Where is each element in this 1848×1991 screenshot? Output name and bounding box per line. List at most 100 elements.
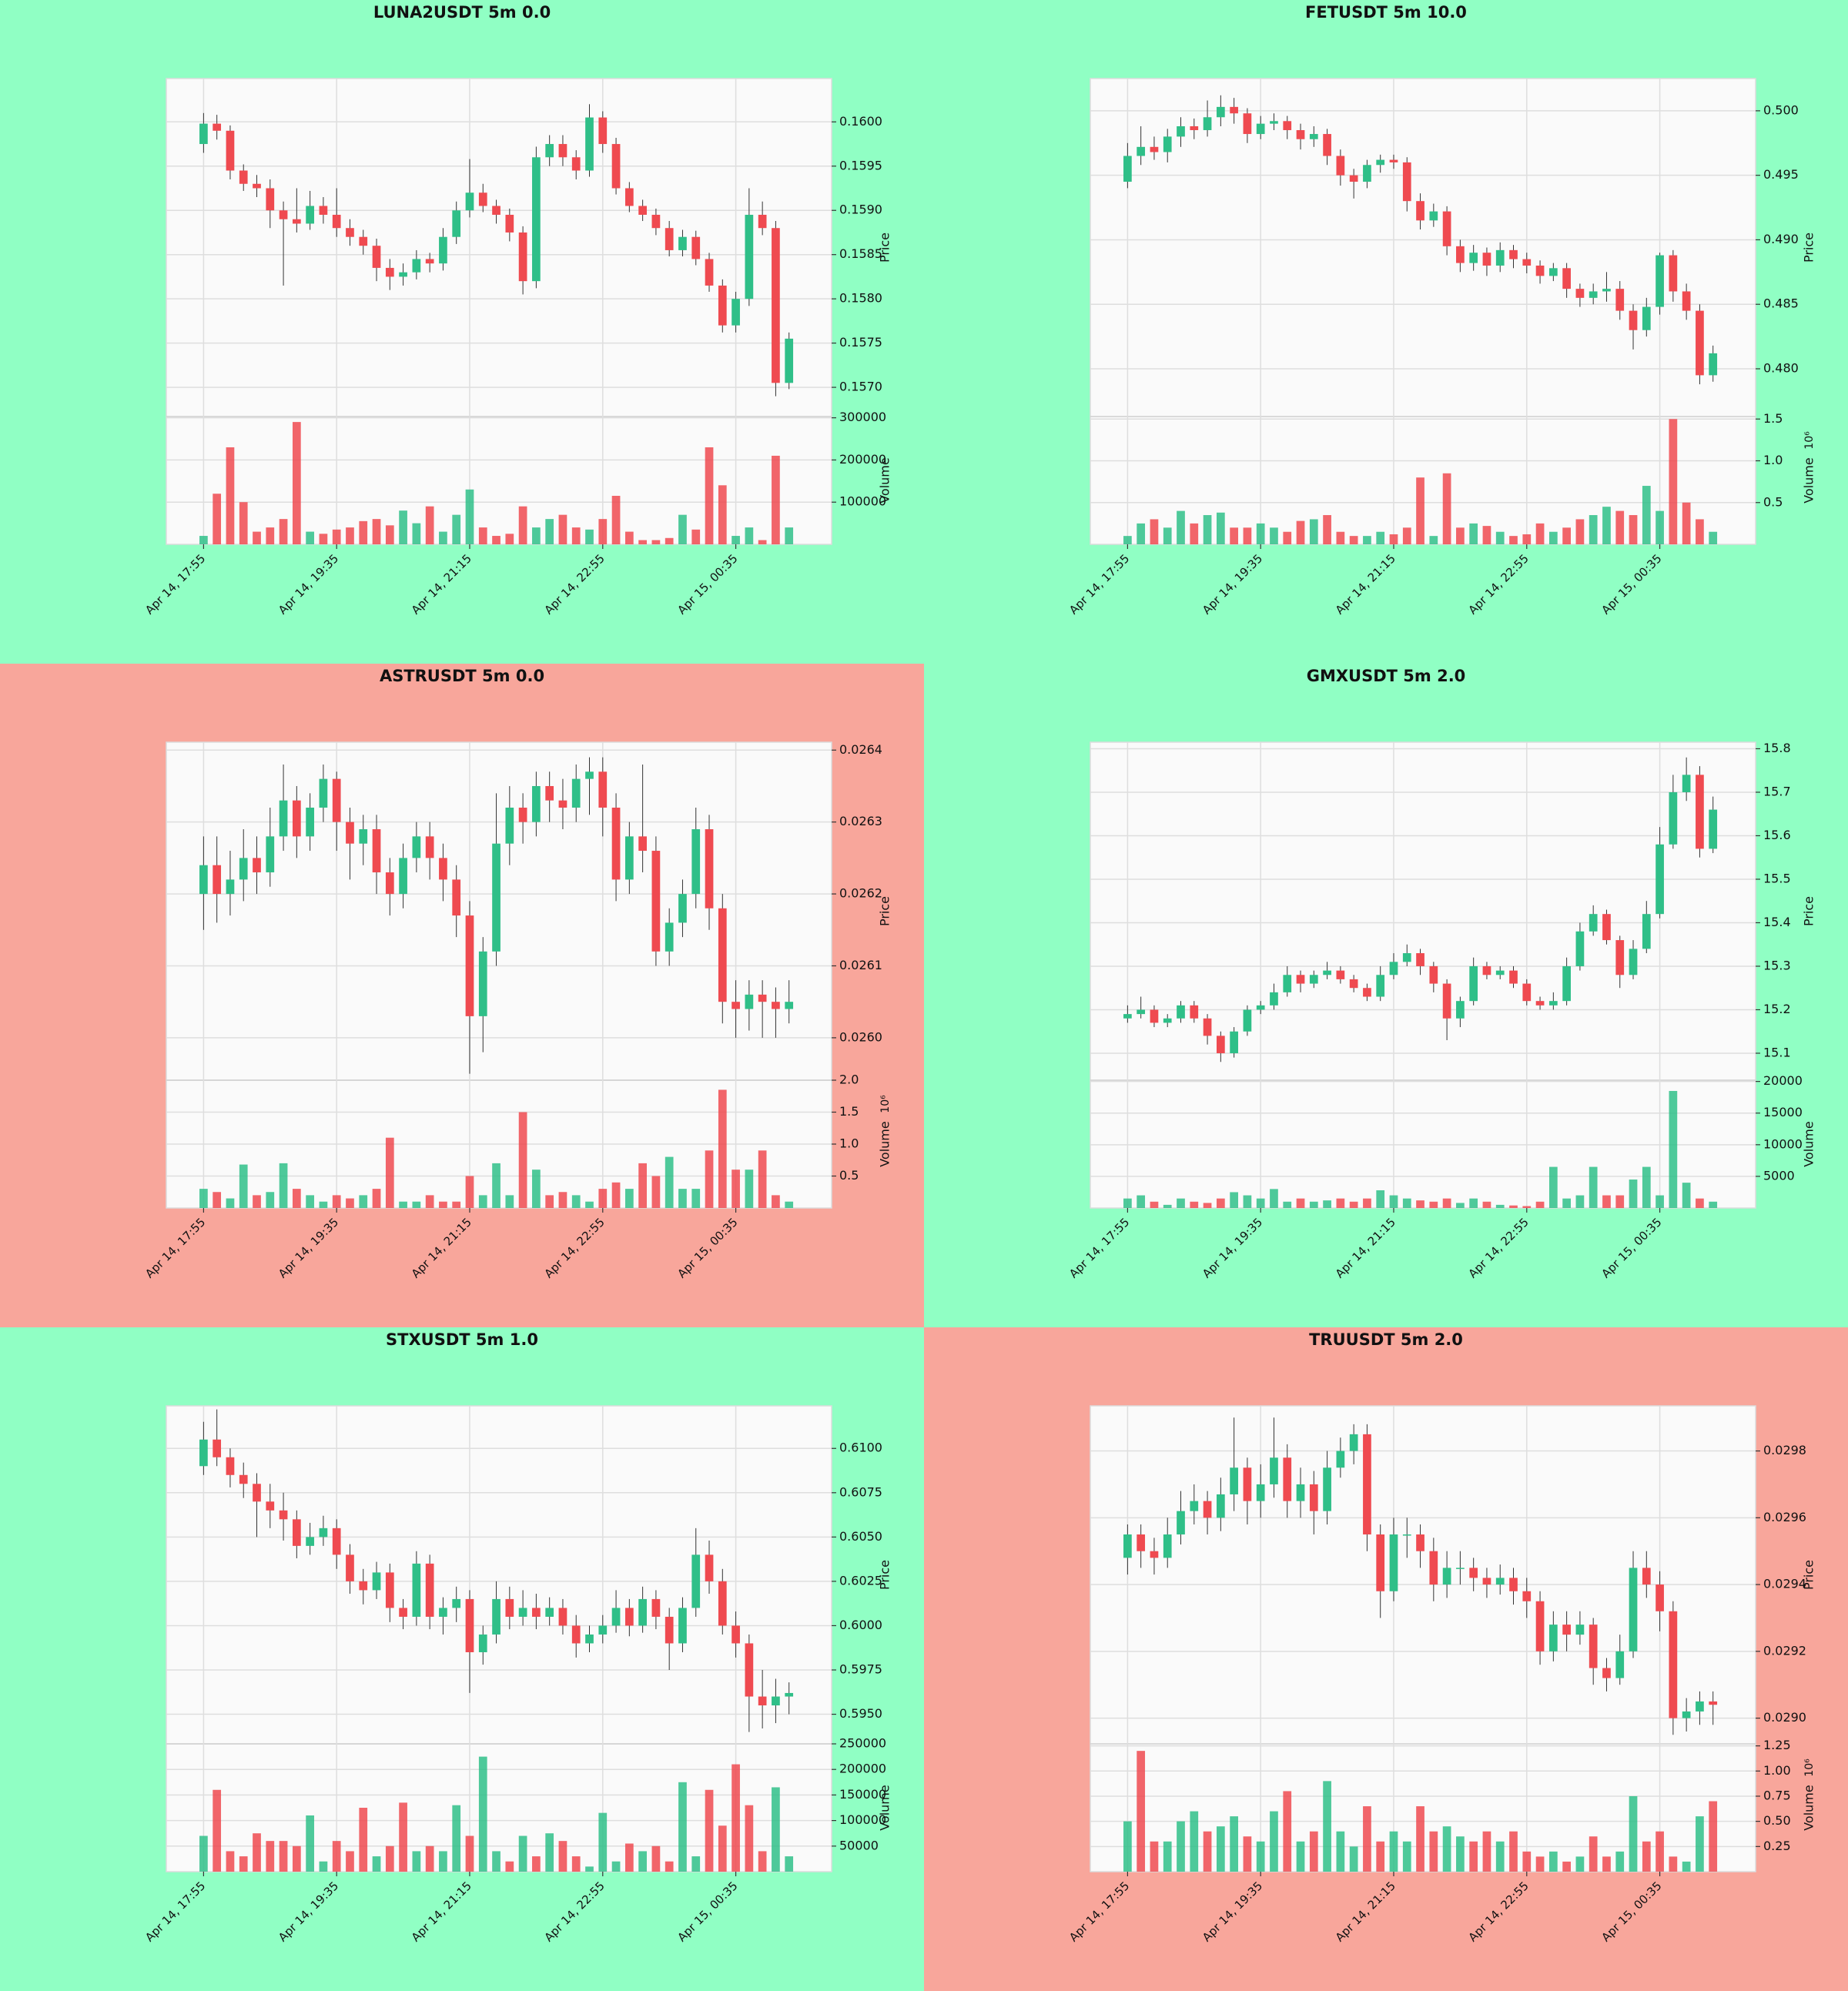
volume-bar xyxy=(1509,1831,1518,1872)
candle-body xyxy=(1575,289,1585,298)
y-tick-label: 1.5 xyxy=(1763,411,1783,426)
volume-bar xyxy=(745,527,754,544)
y-tick-label: 0.6050 xyxy=(839,1529,882,1544)
volume-bar xyxy=(1190,1201,1199,1208)
volume-bar xyxy=(651,1176,661,1208)
y-tick-label: 100000 xyxy=(839,494,886,509)
candle-body xyxy=(558,144,567,158)
volume-bar xyxy=(1376,1190,1385,1208)
volume-bar xyxy=(452,514,461,544)
y-axis-label: Price xyxy=(1802,896,1816,926)
candle-body xyxy=(1296,1484,1305,1501)
volume-bar xyxy=(1535,1201,1545,1208)
volume-bar xyxy=(1535,523,1545,544)
candle-body xyxy=(745,1643,754,1697)
volume-bar xyxy=(346,527,354,544)
volume-bar xyxy=(1696,1816,1704,1872)
volume-bar xyxy=(1270,1811,1278,1872)
candle-body xyxy=(1642,1568,1651,1585)
volume-bar xyxy=(1682,1861,1691,1872)
volume-bar xyxy=(1602,1856,1611,1872)
y-tick-label: 15.4 xyxy=(1763,915,1791,929)
candle-body xyxy=(1522,983,1532,1002)
volume-bar xyxy=(571,1856,581,1872)
candle-body xyxy=(1137,1009,1146,1015)
candle-body xyxy=(505,807,514,844)
candle-body xyxy=(1190,1005,1199,1019)
volume-bar xyxy=(558,514,567,544)
candle-body xyxy=(1562,965,1571,1002)
volume-bar xyxy=(1336,1198,1345,1208)
y-tick-label: 15.8 xyxy=(1763,741,1791,755)
volume-bar xyxy=(239,1856,248,1872)
candle-body xyxy=(1256,123,1265,135)
y-tick-label: 0.5 xyxy=(1763,494,1783,509)
candle-body xyxy=(1163,1018,1172,1023)
volume-bar xyxy=(1442,473,1451,544)
volume-bar xyxy=(1123,1821,1132,1872)
volume-bar xyxy=(492,536,500,544)
candle-body xyxy=(346,228,354,237)
candle-body xyxy=(1150,1009,1159,1023)
volume-axis-label: Volume xyxy=(878,1121,892,1167)
candle-body xyxy=(492,843,500,952)
volume-bar xyxy=(571,527,581,544)
volume-bar xyxy=(372,519,381,544)
candle-body xyxy=(545,785,554,801)
volume-bar xyxy=(1602,507,1611,544)
volume-bar xyxy=(1575,1856,1585,1872)
volume-bar xyxy=(1389,534,1398,544)
candle-body xyxy=(745,214,754,299)
volume-bar xyxy=(1589,1836,1598,1872)
candle-body xyxy=(1696,775,1704,849)
volume-bar xyxy=(585,1866,594,1872)
candle-body xyxy=(1177,1005,1185,1019)
candle-body xyxy=(1203,117,1212,131)
volume-bar xyxy=(266,527,275,544)
plot-area xyxy=(166,1405,832,1872)
volume-bar xyxy=(718,485,727,544)
volume-bar xyxy=(1709,1201,1718,1208)
candle-body xyxy=(691,829,701,895)
volume-bar xyxy=(678,514,687,544)
y-tick-label: 0.1590 xyxy=(839,202,882,217)
volume-bar xyxy=(1629,1180,1638,1208)
volume-scale-label: 10⁶ xyxy=(879,1095,892,1113)
candle-body xyxy=(638,206,647,215)
candle-body xyxy=(1562,1625,1571,1635)
volume-bar xyxy=(1548,531,1558,544)
candle-body xyxy=(1376,975,1385,997)
candle-body xyxy=(226,130,235,171)
y-tick-label: 0.5 xyxy=(839,1168,859,1183)
volume-bar xyxy=(1243,1195,1252,1208)
candle-body xyxy=(346,821,354,844)
candle-body xyxy=(359,829,368,844)
candle-body xyxy=(346,1554,354,1581)
volume-bar xyxy=(571,1195,581,1208)
candle-body xyxy=(1548,1625,1558,1651)
volume-bar xyxy=(1376,1841,1385,1872)
candle-body xyxy=(1363,988,1371,997)
candle-body xyxy=(1283,121,1292,131)
candle-body xyxy=(705,829,714,908)
chart-panel: FETUSDT 5m 10.0 0.480 0.485 0.490 0.495 0.500… xyxy=(924,0,1848,664)
y-tick-label: 0.495 xyxy=(1763,167,1799,182)
volume-bar xyxy=(439,1201,447,1208)
candle-body xyxy=(651,1598,661,1617)
volume-bar xyxy=(651,540,661,544)
y-tick-label: 15.7 xyxy=(1763,784,1791,798)
candle-body xyxy=(213,865,222,895)
candle-body xyxy=(1177,1511,1185,1535)
volume-bar xyxy=(1402,1198,1411,1208)
volume-bar xyxy=(1150,1841,1159,1872)
candle-body xyxy=(1389,962,1398,975)
volume-bar xyxy=(253,531,261,544)
candle-body xyxy=(385,872,394,895)
candle-body xyxy=(1243,113,1252,135)
candle-body xyxy=(1190,1501,1199,1511)
volume-bar xyxy=(1548,1166,1558,1208)
y-tick-label: 50000 xyxy=(839,1838,879,1852)
volume-bar xyxy=(678,1189,687,1208)
volume-bar xyxy=(1256,523,1265,544)
volume-bar xyxy=(1243,1836,1252,1872)
